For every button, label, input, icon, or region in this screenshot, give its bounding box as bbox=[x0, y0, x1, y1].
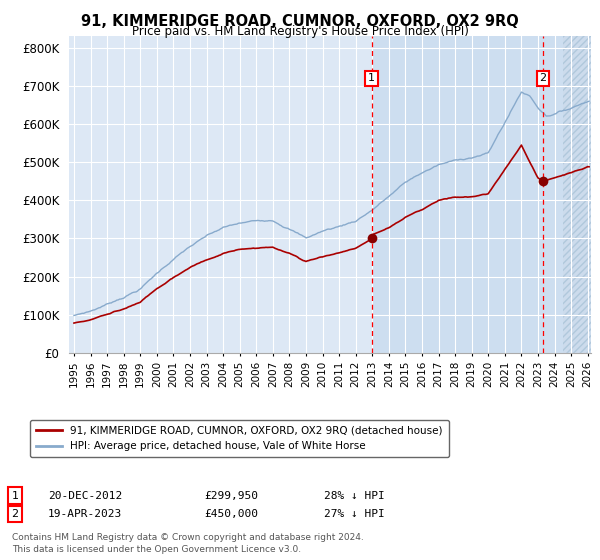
Text: Contains HM Land Registry data © Crown copyright and database right 2024.
This d: Contains HM Land Registry data © Crown c… bbox=[12, 533, 364, 554]
Text: Price paid vs. HM Land Registry's House Price Index (HPI): Price paid vs. HM Land Registry's House … bbox=[131, 25, 469, 38]
Text: 27% ↓ HPI: 27% ↓ HPI bbox=[324, 509, 385, 519]
Text: 2: 2 bbox=[539, 73, 547, 83]
Text: 1: 1 bbox=[368, 73, 375, 83]
Text: 1: 1 bbox=[11, 491, 19, 501]
Bar bbox=[372, 36, 563, 353]
Text: £450,000: £450,000 bbox=[204, 509, 258, 519]
Text: 2: 2 bbox=[11, 509, 19, 519]
Text: 91, KIMMERIDGE ROAD, CUMNOR, OXFORD, OX2 9RQ: 91, KIMMERIDGE ROAD, CUMNOR, OXFORD, OX2… bbox=[81, 14, 519, 29]
Bar bbox=[563, 36, 591, 353]
Text: 19-APR-2023: 19-APR-2023 bbox=[48, 509, 122, 519]
Bar bbox=[563, 36, 591, 353]
Legend: 91, KIMMERIDGE ROAD, CUMNOR, OXFORD, OX2 9RQ (detached house), HPI: Average pric: 91, KIMMERIDGE ROAD, CUMNOR, OXFORD, OX2… bbox=[30, 419, 449, 458]
Text: 20-DEC-2012: 20-DEC-2012 bbox=[48, 491, 122, 501]
Text: £299,950: £299,950 bbox=[204, 491, 258, 501]
Text: 28% ↓ HPI: 28% ↓ HPI bbox=[324, 491, 385, 501]
